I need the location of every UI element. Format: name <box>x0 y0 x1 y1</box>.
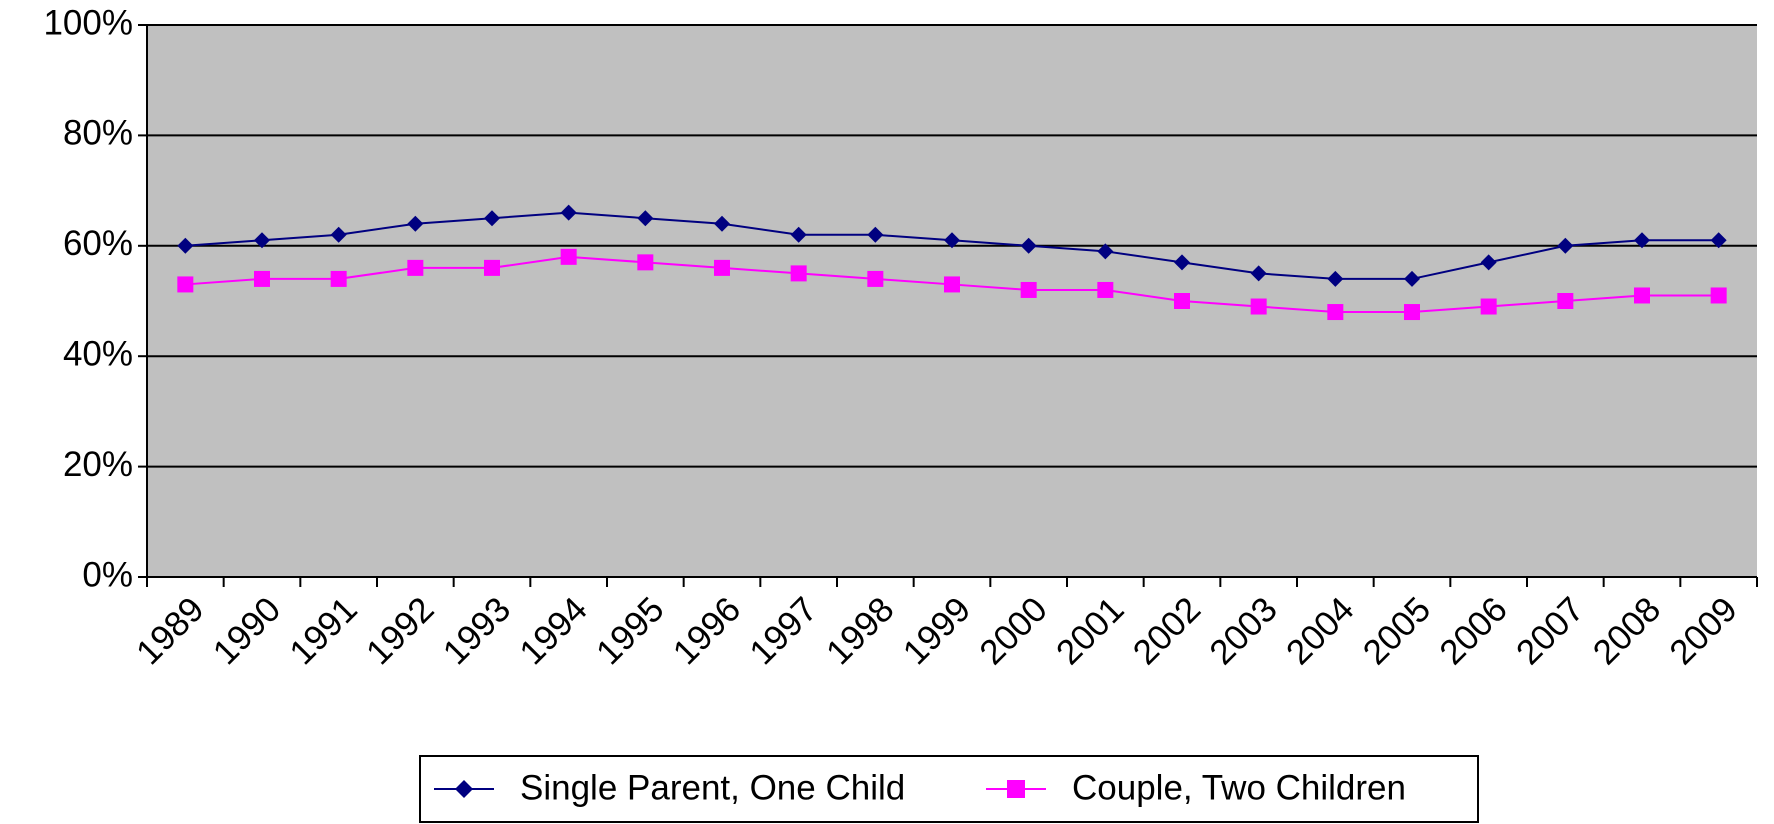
legend: Single Parent, One Child Couple, Two Chi… <box>419 755 1479 823</box>
marker <box>790 265 807 282</box>
y-tick-label: 60% <box>63 224 133 263</box>
marker <box>944 232 960 249</box>
marker <box>1097 281 1114 298</box>
marker <box>1404 304 1420 321</box>
marker <box>560 204 577 221</box>
x-tick-label: 1994 <box>512 590 595 673</box>
x-tick-label: 1992 <box>359 590 442 673</box>
legend-marker <box>455 780 473 798</box>
x-tick-label: 1999 <box>896 590 979 673</box>
legend-label: Couple, Two Children <box>1072 768 1406 807</box>
x-tick-label: 1989 <box>129 590 212 673</box>
marker <box>560 248 577 265</box>
marker <box>637 254 654 271</box>
marker <box>1634 287 1650 304</box>
marker <box>330 270 347 287</box>
marker <box>944 276 960 293</box>
x-tick-label: 2000 <box>972 590 1055 673</box>
x-tick-label: 2005 <box>1356 590 1439 673</box>
legend-marker <box>1007 780 1025 798</box>
marker <box>637 210 654 227</box>
marker <box>1020 237 1037 254</box>
x-tick-label: 1991 <box>282 590 365 673</box>
y-tick-label: 40% <box>63 334 133 373</box>
marker <box>330 226 347 243</box>
marker <box>407 215 424 232</box>
marker <box>714 215 730 232</box>
x-tick-label: 1998 <box>819 590 902 673</box>
x-tick-label: 1995 <box>589 590 672 673</box>
marker <box>1250 298 1267 315</box>
marker <box>1250 265 1267 282</box>
marker <box>177 276 194 293</box>
x-tick-label: 1997 <box>742 590 825 673</box>
marker <box>254 232 270 249</box>
legend-box <box>419 755 1479 823</box>
x-tick-label: 2001 <box>1049 590 1132 673</box>
x-tick-label: 1993 <box>436 590 519 673</box>
marker <box>790 226 807 243</box>
marker <box>177 237 194 254</box>
marker <box>1557 237 1574 254</box>
legend-label: Single Parent, One Child <box>520 768 905 807</box>
marker <box>1174 254 1190 271</box>
marker <box>1020 281 1037 298</box>
marker <box>867 226 884 243</box>
x-tick-label: 2009 <box>1662 590 1745 673</box>
marker <box>1174 293 1190 309</box>
marker <box>867 270 884 287</box>
marker <box>1634 232 1650 249</box>
x-tick-label: 2002 <box>1126 590 1209 673</box>
marker <box>1327 270 1344 287</box>
x-tick-label: 2006 <box>1432 590 1515 673</box>
marker <box>484 210 500 227</box>
x-tick-label: 2008 <box>1586 590 1669 673</box>
marker <box>254 270 270 287</box>
marker <box>1480 298 1497 315</box>
marker <box>1710 232 1727 249</box>
marker <box>484 259 500 276</box>
y-tick-label: 100% <box>43 3 133 42</box>
x-tick-label: 2003 <box>1202 590 1285 673</box>
marker <box>1097 243 1114 260</box>
marker <box>1480 254 1497 271</box>
plot-area <box>147 25 1757 577</box>
y-tick-label: 80% <box>63 114 133 153</box>
marker <box>1327 304 1344 321</box>
x-tick-label: 2007 <box>1509 590 1592 673</box>
x-tick-label: 2004 <box>1279 590 1362 673</box>
marker <box>1557 293 1574 309</box>
y-tick-label: 20% <box>63 445 133 484</box>
y-tick-label: 0% <box>82 555 133 594</box>
marker <box>1710 287 1727 304</box>
marker <box>1404 270 1420 287</box>
x-tick-label: 1996 <box>666 590 749 673</box>
marker <box>407 259 424 276</box>
marker <box>714 259 730 276</box>
x-tick-label: 1990 <box>206 590 289 673</box>
